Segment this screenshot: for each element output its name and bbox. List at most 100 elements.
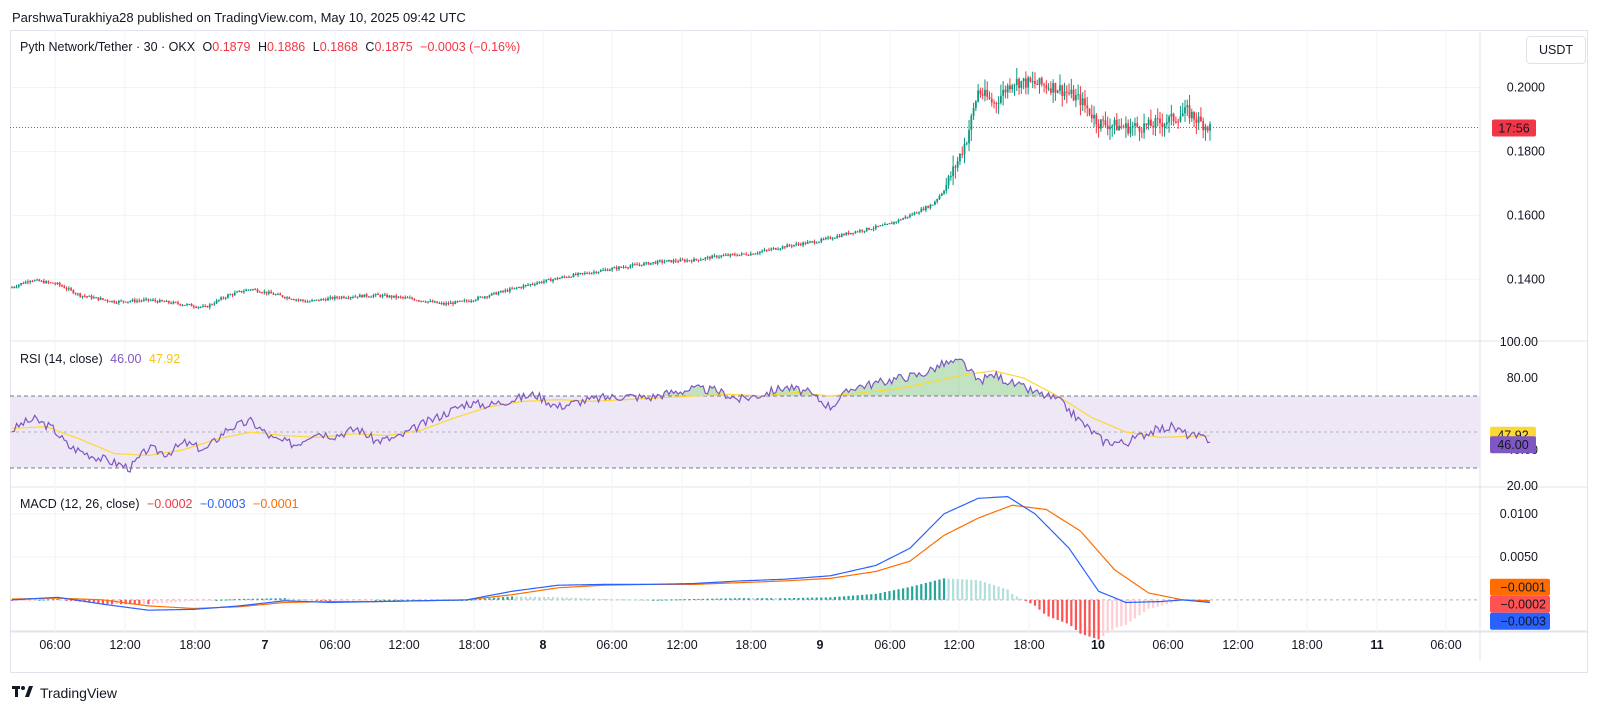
candle-body [981, 94, 984, 96]
candle-body [533, 284, 536, 286]
candle-body [577, 273, 579, 276]
candle-body [581, 272, 584, 274]
macd-histogram-bar [33, 599, 36, 601]
candle-body [490, 293, 493, 296]
candle-body [147, 298, 150, 301]
candle-body [272, 293, 275, 295]
macd-histogram-bar [206, 599, 209, 601]
candle-body [140, 300, 143, 302]
candle-body [872, 228, 875, 230]
macd-histogram-bar [711, 598, 714, 600]
candle-body [306, 301, 309, 303]
macd-histogram-bar [1038, 599, 1041, 610]
candle-body [363, 294, 366, 298]
macd-histogram-bar [101, 599, 105, 605]
candle-body [479, 296, 482, 298]
macd-histogram-bar [1029, 599, 1032, 604]
candle-body [974, 101, 977, 109]
macd-tick-label: 0.0100 [1500, 507, 1538, 521]
macd-histogram-bar [188, 599, 191, 602]
macd-histogram-bar [583, 598, 586, 600]
candle-body [54, 283, 57, 285]
open-key: O [202, 40, 213, 54]
macd-histogram-bar [774, 598, 777, 600]
currency-button[interactable]: USDT [1526, 36, 1586, 64]
candle-body [972, 108, 975, 116]
candle-body [320, 299, 323, 301]
macd-histogram-bar [42, 599, 45, 601]
candle-body [24, 281, 27, 284]
macd-histogram-bar [1156, 599, 1159, 607]
macd-histogram-bar [697, 598, 700, 600]
candle-body [277, 293, 279, 295]
candle-body [352, 297, 354, 299]
macd-histogram-bar [110, 599, 114, 605]
macd-histogram-bar [533, 596, 536, 600]
macd-histogram-bar [865, 594, 868, 600]
macd-histogram-bar [247, 598, 250, 600]
candle-body [372, 295, 375, 297]
candle-body [945, 184, 948, 191]
candle-body [856, 231, 859, 233]
candle-body [1197, 116, 1200, 123]
macd-histogram-bar [401, 599, 405, 601]
macd-histogram-bar [310, 599, 314, 601]
macd-histogram-bar [547, 597, 550, 600]
candle-body [1111, 125, 1114, 127]
candle-body [252, 289, 254, 291]
macd-histogram-bar [501, 597, 505, 600]
macd-histogram-bar [665, 599, 668, 601]
candle-body [963, 143, 966, 155]
macd-histogram-bar [256, 598, 259, 600]
macd-histogram-bar [365, 599, 368, 601]
candle-body [249, 289, 252, 291]
macd-histogram-bar [620, 599, 623, 601]
candle-body [468, 301, 470, 303]
candle-body [1054, 83, 1057, 93]
time-tick-label: 12:00 [388, 638, 419, 652]
candle-body [511, 288, 514, 290]
candle-body [308, 301, 311, 303]
low-key: L [312, 40, 320, 54]
candle-body [554, 278, 557, 280]
macd-histogram-bar [1165, 599, 1168, 605]
candle-body [859, 230, 861, 232]
candle-body [663, 261, 666, 263]
macd-histogram-bar [342, 599, 345, 601]
candle-body [943, 190, 945, 194]
candle-body [117, 300, 120, 303]
candle-body [170, 302, 173, 304]
candle-body [513, 287, 516, 289]
footer-brand[interactable]: TradingView [12, 685, 117, 701]
macd-histogram-bar [733, 598, 736, 600]
candle-body [367, 296, 370, 298]
candle-body [156, 301, 159, 303]
candle-body [829, 237, 832, 239]
candle-body [290, 298, 293, 300]
candle-body [1095, 115, 1098, 125]
candle-body [424, 301, 427, 303]
chart-frame[interactable] [10, 30, 1588, 673]
candle-body [1002, 89, 1005, 96]
candle-body [843, 234, 845, 236]
candle-body [465, 300, 468, 302]
candle-body [438, 303, 441, 305]
candle-body [1070, 89, 1073, 94]
candle-body [31, 281, 34, 283]
candle-body [33, 280, 36, 282]
candle-body [1159, 118, 1161, 124]
candle-body [204, 305, 207, 307]
candle-body [1036, 83, 1039, 85]
macd-histogram-bar [1111, 599, 1114, 630]
macd-histogram-bar [1070, 599, 1073, 627]
macd-histogram-bar [388, 599, 391, 601]
candle-body [456, 301, 459, 303]
candle-body [524, 284, 527, 286]
time-tick-label: 12:00 [109, 638, 140, 652]
candle-body [506, 290, 509, 292]
publisher-line: ParshwaTurakhiya28 published on TradingV… [12, 10, 466, 25]
macd-histogram-bar [770, 598, 773, 600]
macd-histogram-bar [274, 598, 277, 600]
candle-body [786, 244, 789, 248]
